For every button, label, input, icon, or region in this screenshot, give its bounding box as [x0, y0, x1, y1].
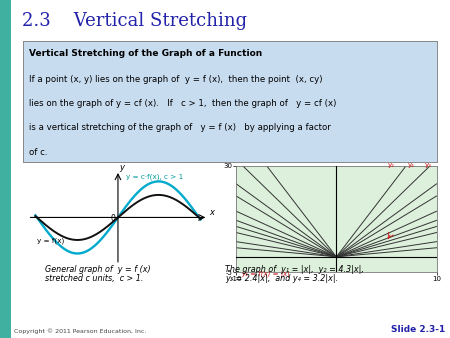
- Text: 2.3    Vertical Stretching: 2.3 Vertical Stretching: [22, 12, 248, 30]
- Text: The graph of  y₁ = |x|,  y₂ = 4.3|x|,: The graph of y₁ = |x|, y₂ = 4.3|x|,: [225, 265, 364, 274]
- Text: y₁ = f(x) = |x|: y₁ = f(x) = |x|: [241, 271, 289, 279]
- Text: lies on the graph of y = cf (x).   If   c > 1,  then the graph of   y = cf (x): lies on the graph of y = cf (x). If c > …: [29, 99, 336, 108]
- Text: y₃: y₃: [425, 162, 432, 168]
- Text: y = f(x): y = f(x): [37, 237, 64, 244]
- Text: y₂: y₂: [388, 162, 395, 168]
- Text: stretched c units,  c > 1.: stretched c units, c > 1.: [45, 274, 144, 283]
- Text: x: x: [210, 208, 215, 217]
- Text: y₃ = 2.4|x|,  and y₄ = 3.2|x|.: y₃ = 2.4|x|, and y₄ = 3.2|x|.: [225, 274, 338, 283]
- Text: Copyright © 2011 Pearson Education, Inc.: Copyright © 2011 Pearson Education, Inc.: [14, 328, 146, 334]
- Text: y: y: [120, 163, 125, 172]
- Text: Vertical Stretching of the Graph of a Function: Vertical Stretching of the Graph of a Fu…: [29, 49, 262, 58]
- Text: of c.: of c.: [29, 148, 47, 156]
- Text: General graph of  y = f (x): General graph of y = f (x): [45, 265, 151, 274]
- Text: y₄: y₄: [408, 162, 415, 168]
- Text: Slide 2.3-1: Slide 2.3-1: [391, 325, 446, 334]
- Text: y = c·f(x), c > 1: y = c·f(x), c > 1: [126, 174, 183, 180]
- Text: 0: 0: [111, 214, 116, 223]
- Text: If a point (x, y) lies on the graph of  y = f (x),  then the point  (x, cy): If a point (x, y) lies on the graph of y…: [29, 75, 322, 83]
- Text: is a vertical stretching of the graph of   y = f (x)   by applying a factor: is a vertical stretching of the graph of…: [29, 123, 330, 132]
